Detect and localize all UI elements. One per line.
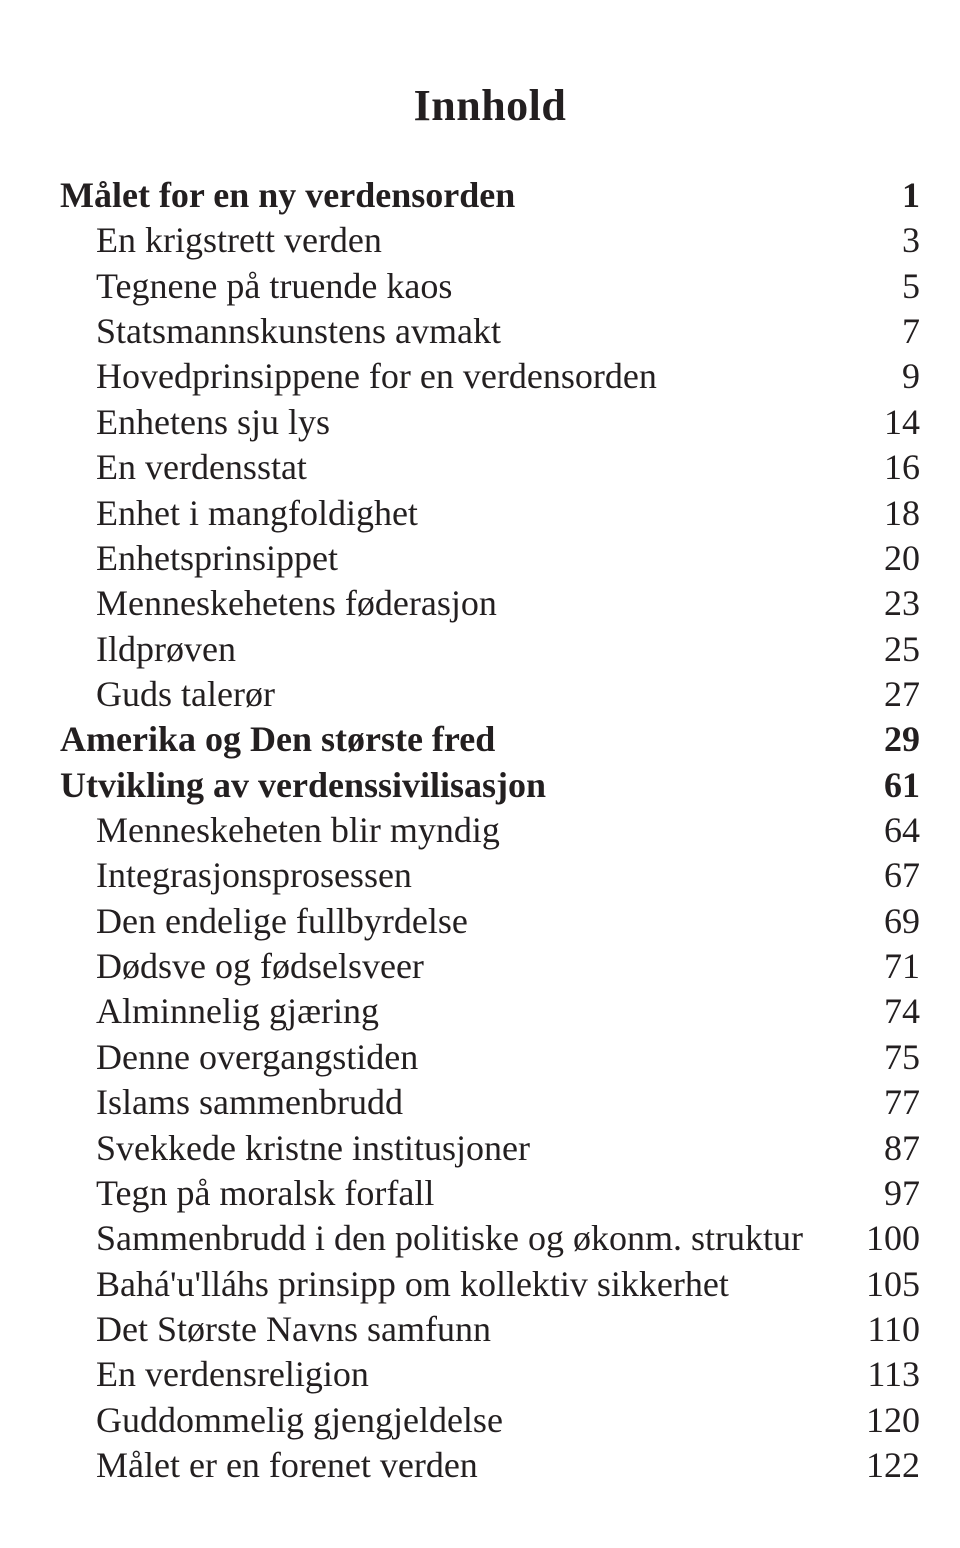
toc-page-number: 23	[864, 581, 920, 626]
toc-row: Menneskehetens føderasjon23	[60, 581, 920, 626]
toc-list: Målet for en ny verdensorden1En krigstre…	[60, 173, 920, 1488]
toc-page-number: 97	[864, 1171, 920, 1216]
toc-label: Alminnelig gjæring	[60, 989, 864, 1034]
toc-label: Tegnene på truende kaos	[60, 264, 882, 309]
toc-page-number: 14	[864, 400, 920, 445]
toc-label: Det Største Navns samfunn	[60, 1307, 847, 1352]
toc-row: Hovedprinsippene for en verdensorden9	[60, 354, 920, 399]
toc-label: Integrasjonsprosessen	[60, 853, 864, 898]
toc-page-number: 1	[882, 173, 920, 218]
toc-page-number: 120	[846, 1398, 920, 1443]
toc-row: Bahá'u'lláhs prinsipp om kollektiv sikke…	[60, 1262, 920, 1307]
toc-page-number: 71	[864, 944, 920, 989]
toc-row: Enhetens sju lys14	[60, 400, 920, 445]
toc-page-number: 122	[846, 1443, 920, 1488]
toc-label: Menneskehetens føderasjon	[60, 581, 864, 626]
toc-page-number: 29	[864, 717, 920, 762]
toc-row: Svekkede kristne institusjoner87	[60, 1126, 920, 1171]
toc-label: Ildprøven	[60, 627, 864, 672]
toc-label: Tegn på moralsk forfall	[60, 1171, 864, 1216]
toc-row: Integrasjonsprosessen67	[60, 853, 920, 898]
toc-label: En verdensreligion	[60, 1352, 847, 1397]
page-title: Innhold	[60, 80, 920, 131]
toc-label: Enhetsprinsippet	[60, 536, 864, 581]
toc-row: Islams sammenbrudd77	[60, 1080, 920, 1125]
toc-row: Dødsve og fødselsveer71	[60, 944, 920, 989]
toc-label: En krigstrett verden	[60, 218, 882, 263]
toc-row: Alminnelig gjæring74	[60, 989, 920, 1034]
toc-label: Dødsve og fødselsveer	[60, 944, 864, 989]
toc-page-number: 64	[864, 808, 920, 853]
toc-page-number: 18	[864, 491, 920, 536]
toc-label: Guds talerør	[60, 672, 864, 717]
toc-label: Målet for en ny verdensorden	[60, 173, 882, 218]
toc-page-number: 105	[846, 1262, 920, 1307]
toc-label: Hovedprinsippene for en verdensorden	[60, 354, 882, 399]
toc-row: Målet er en forenet verden122	[60, 1443, 920, 1488]
toc-row: Denne overgangstiden75	[60, 1035, 920, 1080]
toc-row: Guds talerør27	[60, 672, 920, 717]
toc-page-number: 110	[847, 1307, 920, 1352]
toc-page-number: 25	[864, 627, 920, 672]
toc-page-number: 3	[882, 218, 920, 263]
toc-row: Menneskeheten blir myndig64	[60, 808, 920, 853]
toc-label: Målet er en forenet verden	[60, 1443, 846, 1488]
toc-label: Svekkede kristne institusjoner	[60, 1126, 864, 1171]
toc-page-number: 75	[864, 1035, 920, 1080]
toc-row: Enhet i mangfoldighet18	[60, 491, 920, 536]
toc-page-number: 20	[864, 536, 920, 581]
toc-page-number: 27	[864, 672, 920, 717]
toc-label: Denne overgangstiden	[60, 1035, 864, 1080]
toc-row: Sammenbrudd i den politiske og økonm. st…	[60, 1216, 920, 1261]
toc-row: Den endelige fullbyrdelse69	[60, 899, 920, 944]
toc-page-number: 16	[864, 445, 920, 490]
toc-row: Statsmannskunstens avmakt7	[60, 309, 920, 354]
toc-label: Islams sammenbrudd	[60, 1080, 864, 1125]
toc-label: Utvikling av verdenssivilisasjon	[60, 763, 864, 808]
toc-row: Amerika og Den største fred29	[60, 717, 920, 762]
toc-row: En krigstrett verden3	[60, 218, 920, 263]
toc-row: Tegnene på truende kaos5	[60, 264, 920, 309]
toc-label: Guddommelig gjengjeldelse	[60, 1398, 846, 1443]
toc-page-number: 77	[864, 1080, 920, 1125]
toc-label: Sammenbrudd i den politiske og økonm. st…	[60, 1216, 846, 1261]
toc-page-number: 61	[864, 763, 920, 808]
toc-page-number: 5	[882, 264, 920, 309]
toc-page-number: 74	[864, 989, 920, 1034]
toc-label: Bahá'u'lláhs prinsipp om kollektiv sikke…	[60, 1262, 846, 1307]
toc-row: Enhetsprinsippet20	[60, 536, 920, 581]
toc-row: Tegn på moralsk forfall97	[60, 1171, 920, 1216]
toc-row: Målet for en ny verdensorden1	[60, 173, 920, 218]
toc-page-number: 67	[864, 853, 920, 898]
toc-page-number: 87	[864, 1126, 920, 1171]
toc-label: Enhet i mangfoldighet	[60, 491, 864, 536]
toc-row: Det Største Navns samfunn110	[60, 1307, 920, 1352]
toc-page-number: 100	[846, 1216, 920, 1261]
toc-label: Statsmannskunstens avmakt	[60, 309, 882, 354]
toc-page-number: 69	[864, 899, 920, 944]
toc-label: Amerika og Den største fred	[60, 717, 864, 762]
toc-label: Menneskeheten blir myndig	[60, 808, 864, 853]
toc-page-number: 9	[882, 354, 920, 399]
toc-row: En verdensstat16	[60, 445, 920, 490]
toc-label: Den endelige fullbyrdelse	[60, 899, 864, 944]
toc-row: Guddommelig gjengjeldelse120	[60, 1398, 920, 1443]
toc-row: Utvikling av verdenssivilisasjon61	[60, 763, 920, 808]
toc-label: Enhetens sju lys	[60, 400, 864, 445]
toc-page-number: 113	[847, 1352, 920, 1397]
toc-row: En verdensreligion113	[60, 1352, 920, 1397]
toc-label: En verdensstat	[60, 445, 864, 490]
toc-row: Ildprøven25	[60, 627, 920, 672]
toc-page-number: 7	[882, 309, 920, 354]
